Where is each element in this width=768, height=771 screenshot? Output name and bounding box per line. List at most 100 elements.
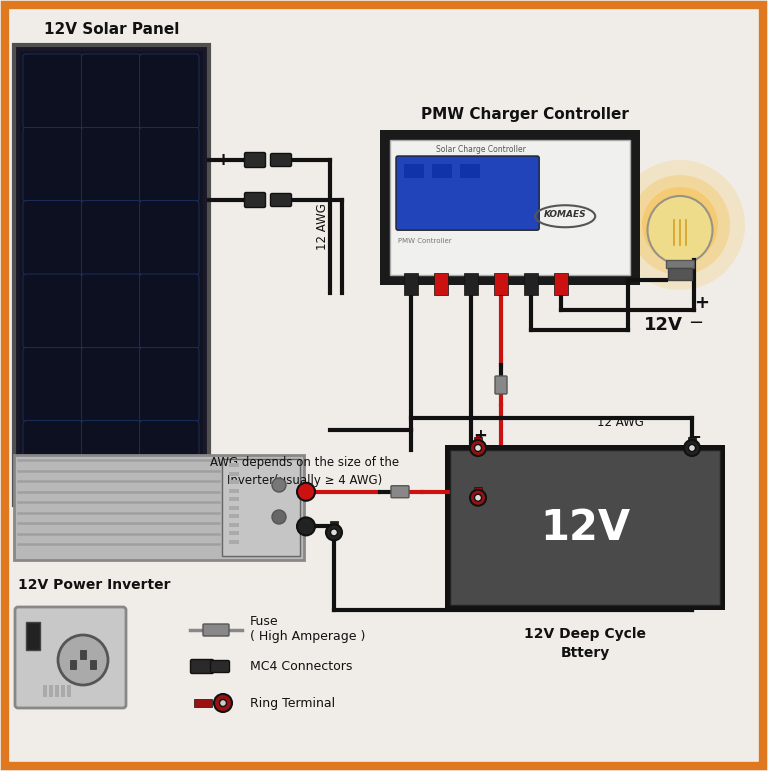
- FancyBboxPatch shape: [396, 156, 539, 231]
- Circle shape: [475, 445, 482, 452]
- Bar: [494, 273, 508, 295]
- FancyBboxPatch shape: [140, 200, 199, 275]
- FancyBboxPatch shape: [23, 127, 82, 202]
- Circle shape: [684, 440, 700, 456]
- Bar: [80, 650, 86, 659]
- Bar: [14, 45, 209, 505]
- Bar: [404, 164, 424, 178]
- Bar: [229, 506, 239, 510]
- Text: −: −: [687, 427, 701, 445]
- Bar: [55, 685, 59, 697]
- FancyBboxPatch shape: [140, 274, 199, 348]
- Text: PMW Charger Controller: PMW Charger Controller: [421, 107, 629, 122]
- FancyBboxPatch shape: [210, 661, 230, 672]
- Bar: [464, 273, 478, 295]
- Text: 12V: 12V: [540, 507, 630, 548]
- Bar: [20, 51, 203, 499]
- Bar: [666, 260, 694, 268]
- Bar: [49, 685, 53, 697]
- Bar: [229, 514, 239, 518]
- Bar: [474, 487, 482, 497]
- Text: Ring Terminal: Ring Terminal: [250, 696, 335, 709]
- Text: 12V: 12V: [644, 316, 683, 334]
- FancyBboxPatch shape: [140, 54, 199, 128]
- FancyBboxPatch shape: [495, 376, 507, 394]
- Bar: [229, 497, 239, 501]
- Bar: [460, 164, 480, 178]
- Bar: [61, 685, 65, 697]
- FancyBboxPatch shape: [244, 153, 266, 167]
- FancyBboxPatch shape: [23, 347, 82, 422]
- Bar: [194, 699, 212, 707]
- Circle shape: [688, 445, 696, 452]
- Circle shape: [58, 635, 108, 685]
- FancyBboxPatch shape: [23, 274, 82, 348]
- Text: 12V Power Inverter: 12V Power Inverter: [18, 578, 170, 592]
- Text: 12V Deep Cycle
Bttery: 12V Deep Cycle Bttery: [524, 627, 646, 661]
- Bar: [432, 164, 452, 178]
- Bar: [229, 540, 239, 544]
- Bar: [14, 455, 304, 560]
- Text: +: +: [694, 294, 710, 312]
- Bar: [380, 130, 640, 285]
- Text: KOMAES: KOMAES: [544, 210, 587, 219]
- Bar: [330, 521, 338, 531]
- FancyBboxPatch shape: [244, 193, 266, 207]
- FancyBboxPatch shape: [81, 274, 141, 348]
- Bar: [229, 489, 239, 493]
- Bar: [229, 472, 239, 476]
- Bar: [229, 463, 239, 467]
- Text: 12 AWG: 12 AWG: [597, 416, 644, 429]
- Circle shape: [642, 187, 718, 263]
- Bar: [70, 660, 76, 669]
- Bar: [229, 523, 239, 527]
- Text: +: +: [473, 427, 487, 445]
- Bar: [43, 685, 47, 697]
- Text: Fuse
( High Amperage ): Fuse ( High Amperage ): [250, 615, 366, 643]
- Bar: [445, 445, 725, 610]
- Bar: [90, 660, 96, 669]
- Bar: [668, 268, 692, 280]
- Circle shape: [475, 494, 482, 501]
- FancyBboxPatch shape: [81, 54, 141, 128]
- Circle shape: [470, 440, 486, 456]
- Circle shape: [297, 517, 315, 535]
- FancyBboxPatch shape: [190, 659, 214, 674]
- Text: MC4 Connectors: MC4 Connectors: [250, 659, 353, 672]
- Circle shape: [615, 160, 745, 290]
- FancyBboxPatch shape: [203, 624, 229, 636]
- Bar: [67, 685, 71, 697]
- Text: AWG depends on the size of the
Inverter(usually ≥ 4 AWG): AWG depends on the size of the Inverter(…: [210, 456, 399, 487]
- Bar: [26, 622, 40, 650]
- Text: PMW Controller: PMW Controller: [398, 238, 452, 244]
- Bar: [524, 273, 538, 295]
- Text: Solar Charge Controller: Solar Charge Controller: [436, 146, 526, 154]
- Circle shape: [630, 175, 730, 275]
- Circle shape: [220, 699, 227, 706]
- Text: −: −: [688, 314, 703, 332]
- Text: 12 AWG: 12 AWG: [316, 203, 329, 250]
- FancyBboxPatch shape: [140, 127, 199, 202]
- Ellipse shape: [647, 196, 713, 264]
- Bar: [222, 459, 300, 556]
- FancyBboxPatch shape: [23, 54, 82, 128]
- FancyBboxPatch shape: [81, 200, 141, 275]
- FancyBboxPatch shape: [140, 347, 199, 422]
- FancyBboxPatch shape: [270, 194, 292, 207]
- Circle shape: [297, 483, 315, 500]
- Bar: [229, 480, 239, 484]
- Text: −: −: [215, 191, 230, 209]
- Bar: [390, 140, 630, 275]
- FancyBboxPatch shape: [23, 200, 82, 275]
- FancyBboxPatch shape: [140, 421, 199, 495]
- Bar: [688, 437, 696, 447]
- FancyBboxPatch shape: [391, 486, 409, 498]
- Bar: [554, 273, 568, 295]
- Text: 12V Solar Panel: 12V Solar Panel: [44, 22, 179, 37]
- Bar: [404, 273, 418, 295]
- Circle shape: [326, 524, 342, 540]
- Bar: [229, 531, 239, 535]
- FancyBboxPatch shape: [270, 153, 292, 167]
- Circle shape: [330, 529, 337, 536]
- Bar: [450, 450, 720, 605]
